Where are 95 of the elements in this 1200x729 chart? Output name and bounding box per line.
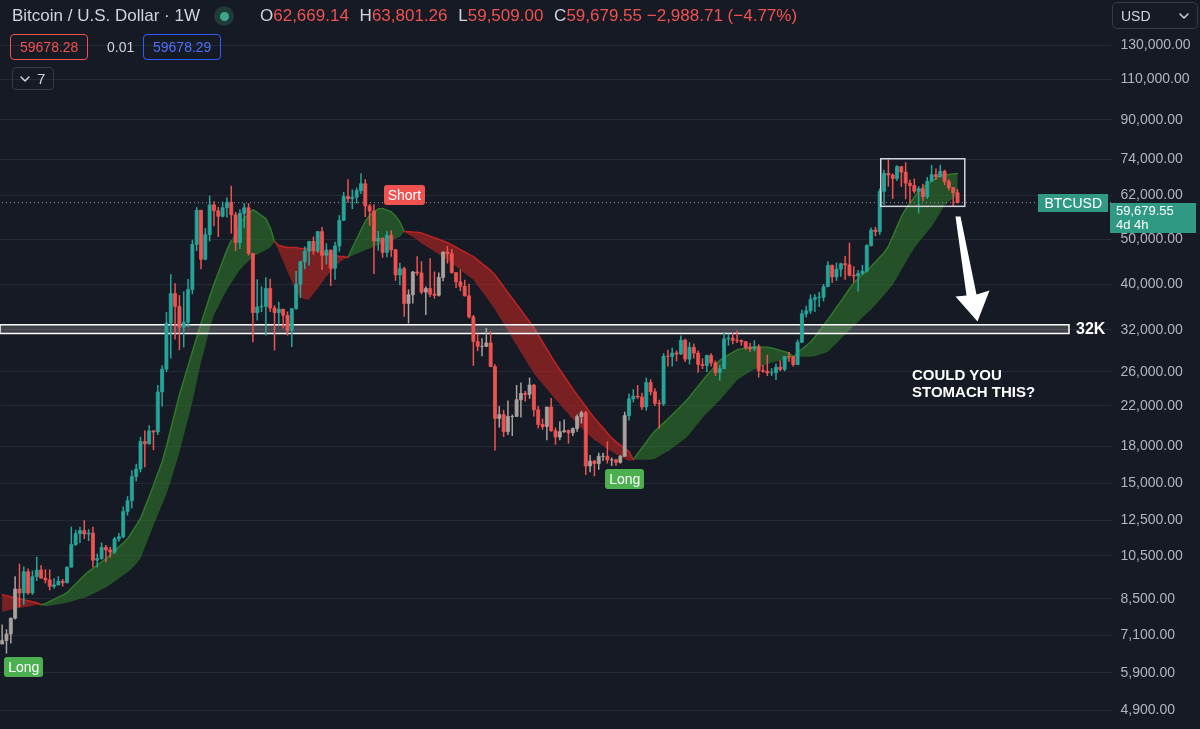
candlestick — [687, 341, 692, 366]
candlestick — [104, 544, 108, 564]
candlestick — [605, 440, 610, 465]
candlestick — [851, 265, 856, 284]
annotation: 59678.28 — [20, 39, 79, 55]
candlestick — [410, 270, 415, 305]
candlestick — [787, 351, 791, 363]
candlestick — [882, 169, 886, 206]
text: 4d 4h — [1116, 217, 1150, 233]
text: Short — [387, 187, 422, 204]
y-tick-label: 10,500.00 — [1120, 546, 1183, 563]
candlestick — [268, 278, 273, 313]
chart-subtitle: O62,669.14 H63,801.26 L59,509.00 C59,679.55 −2,988.71 (−4.77%) — [260, 6, 798, 26]
chart-title: Bitcoin / U.S. Dollar · 1W — [12, 6, 200, 26]
candlestick — [527, 376, 532, 400]
candlestick — [748, 342, 752, 353]
text: 59,679.55 — [1116, 203, 1175, 219]
candlestick — [890, 172, 895, 200]
candlestick — [47, 568, 52, 592]
bid-price-box: 59678.28 — [10, 34, 89, 60]
y-tick-label: 26,000.00 — [1120, 362, 1183, 379]
y-tick-label: 18,000.00 — [1120, 437, 1183, 454]
candlestick — [925, 176, 930, 200]
y-tick-label: 15,000.00 — [1120, 474, 1183, 491]
candlestick — [285, 310, 290, 337]
candlestick — [428, 257, 433, 298]
candlestick — [843, 255, 848, 281]
candlestick — [263, 276, 268, 337]
y-tick-label: 110,000.00 — [1120, 70, 1190, 87]
candlestick — [21, 565, 26, 606]
y-tick-label: 62,000.00 — [1120, 186, 1183, 203]
toggle-button: 7 — [12, 67, 55, 90]
candlestick — [255, 278, 260, 322]
candlestick — [834, 261, 839, 282]
candlestick — [557, 420, 562, 442]
y-tick-label: 22,000.00 — [1120, 396, 1183, 413]
candlestick — [683, 338, 688, 363]
candlestick — [423, 285, 428, 316]
y-tick-label: 12,500.00 — [1120, 511, 1183, 528]
candlestick — [506, 399, 510, 436]
candlestick — [281, 308, 286, 330]
band-label: 32K — [1076, 320, 1106, 338]
candlestick — [497, 405, 502, 429]
candlestick — [523, 390, 528, 403]
y-tick-label: 40,000.00 — [1120, 275, 1183, 292]
candlestick — [678, 334, 683, 356]
y-tick-label: 130,000.00 — [1120, 36, 1191, 53]
candlestick — [328, 248, 333, 287]
annotation: 7 — [37, 70, 46, 87]
candlestick — [544, 406, 549, 442]
candlestick — [903, 161, 908, 200]
y-tick-label: 5,900.00 — [1120, 663, 1176, 680]
annotation: COULD YOU STOMACH THIS? — [912, 366, 1036, 400]
y-tick-label: 4,900.00 — [1120, 701, 1176, 718]
candlestick — [756, 343, 761, 379]
candlestick — [934, 167, 938, 181]
candlestick — [151, 429, 156, 451]
y-tick-label: 50,000.00 — [1120, 230, 1183, 247]
candlestick — [212, 200, 216, 228]
candlestick — [665, 349, 670, 368]
y-tick-label: 7,100.00 — [1120, 626, 1176, 643]
candlestick — [142, 429, 147, 468]
candlestick — [830, 263, 835, 284]
candlestick — [899, 165, 904, 188]
candlestick — [350, 188, 355, 210]
candlestick — [82, 519, 87, 540]
candlestick — [147, 424, 152, 446]
candlestick — [856, 269, 861, 293]
y-tick-label: 32,000.00 — [1120, 320, 1183, 337]
candlestick — [670, 346, 675, 368]
candlestick — [808, 293, 813, 315]
candlestick — [847, 241, 852, 278]
annotation: 59678.29 — [153, 39, 212, 55]
candlestick — [765, 354, 770, 377]
candlestick — [17, 562, 22, 609]
candlestick — [0, 623, 5, 646]
annotation: 0.01 — [107, 39, 135, 55]
candlestick — [916, 185, 921, 215]
currency-dropdown: USD — [1112, 2, 1198, 29]
candlestick — [419, 260, 424, 295]
candlestick — [501, 409, 506, 438]
text: Long — [609, 471, 641, 487]
ask-price-box: 59678.29 — [143, 34, 222, 60]
candlestick — [627, 392, 631, 422]
y-tick-label: 90,000.00 — [1120, 110, 1183, 127]
candlestick — [346, 178, 350, 204]
candlestick — [276, 301, 281, 326]
candlestick — [26, 567, 31, 596]
text: Long — [8, 658, 40, 675]
candlestick — [812, 293, 817, 313]
y-tick-label: 8,500.00 — [1120, 589, 1176, 606]
candlestick — [397, 261, 402, 287]
y-tick-label: 74,000.00 — [1120, 150, 1183, 167]
candlestick — [363, 178, 368, 218]
ref-line-label: BTCUSD — [1038, 193, 1108, 212]
